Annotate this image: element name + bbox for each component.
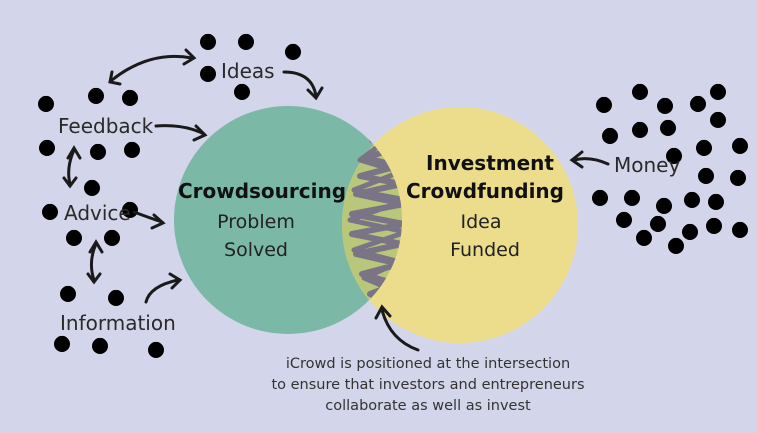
smiley-face-icon (238, 33, 254, 50)
smiley-face-icon (708, 193, 724, 210)
smiley-face-icon (124, 141, 140, 158)
smiley-face-icon (730, 169, 746, 186)
smiley-face-icon (148, 341, 164, 358)
smiley-face-icon (684, 191, 700, 208)
smiley-face-icon (696, 139, 712, 156)
smiley-face-icon (636, 229, 652, 246)
smiley-face-icon (660, 119, 676, 136)
smiley-face-icon (84, 179, 100, 196)
smiley-face-icon (710, 83, 726, 100)
smiley-face-icon (92, 337, 108, 354)
advice-label: Advice (64, 201, 131, 225)
crowdfunding-title-line2: Crowdfunding (406, 179, 564, 203)
arrow-advice-information (89, 242, 98, 282)
information-label: Information (60, 311, 176, 335)
crowdfunding-title-line1: Investment (426, 151, 554, 175)
smiley-face-icon (706, 217, 722, 234)
arrow-money-circle (572, 157, 610, 166)
smiley-face-icon (710, 111, 726, 128)
intersection-note-line3: collaborate as well as invest (325, 398, 531, 414)
smiley-face-icon (632, 83, 648, 100)
smiley-face-icon (656, 197, 672, 214)
smiley-face-icon (668, 237, 684, 254)
smiley-face-icon (592, 189, 608, 206)
arrow-feedback-ideas (110, 54, 194, 82)
smiley-face-icon (657, 97, 673, 114)
arrows-group (62, 48, 610, 352)
smiley-face-icon (108, 289, 124, 306)
smiley-face-icon (602, 127, 618, 144)
crowdfunding-circle (342, 107, 578, 343)
smiley-face-icon (624, 189, 640, 206)
smiley-face-icon (200, 65, 216, 82)
smiley-face-icon (60, 285, 76, 302)
smiley-face-icon (90, 143, 106, 160)
smiley-face-icon (200, 33, 216, 50)
crowdsourcing-line2: Solved (224, 239, 288, 261)
smiley-face-icon (66, 229, 82, 246)
smiley-face-icon (54, 335, 70, 352)
crowdfunding-line1: Idea (461, 211, 502, 233)
smiley-face-icon (632, 121, 648, 138)
money-label: Money (614, 153, 680, 177)
smiley-face-icon (39, 139, 55, 156)
arrow-note-intersection (380, 308, 420, 352)
crowdfunding-line2: Funded (450, 239, 520, 261)
crowdsourcing-title: Crowdsourcing (178, 179, 346, 203)
intersection-note-line1: iCrowd is positioned at the intersection (286, 356, 570, 372)
smiley-face-icon (88, 87, 104, 104)
smiley-face-icon (42, 203, 58, 220)
ideas-label: Ideas (221, 59, 275, 83)
intersection-note-line2: to ensure that investors and entrepreneu… (271, 377, 584, 393)
smiley-face-icon (682, 223, 698, 240)
crowdsourcing-line1: Problem (217, 211, 295, 233)
smiley-face-icon (234, 83, 250, 100)
smiley-face-icon (616, 211, 632, 228)
smiley-face-icon (596, 96, 612, 113)
smiley-face-icon (104, 229, 120, 246)
smiley-face-icon (732, 221, 748, 238)
arrow-ideas-circle (282, 70, 318, 98)
crowdsourcing-circle (174, 106, 402, 334)
arrow-feedback-advice (67, 148, 76, 186)
smiley-face-icon (38, 95, 54, 112)
smiley-face-icon (285, 43, 301, 60)
smiley-face-icon (650, 215, 666, 232)
feedback-label: Feedback (58, 114, 154, 138)
arrow-information-circle (144, 278, 180, 304)
smiley-face-icon (732, 137, 748, 154)
smiley-face-icon (690, 95, 706, 112)
smiley-face-icon (122, 89, 138, 106)
smiley-face-icon (698, 167, 714, 184)
